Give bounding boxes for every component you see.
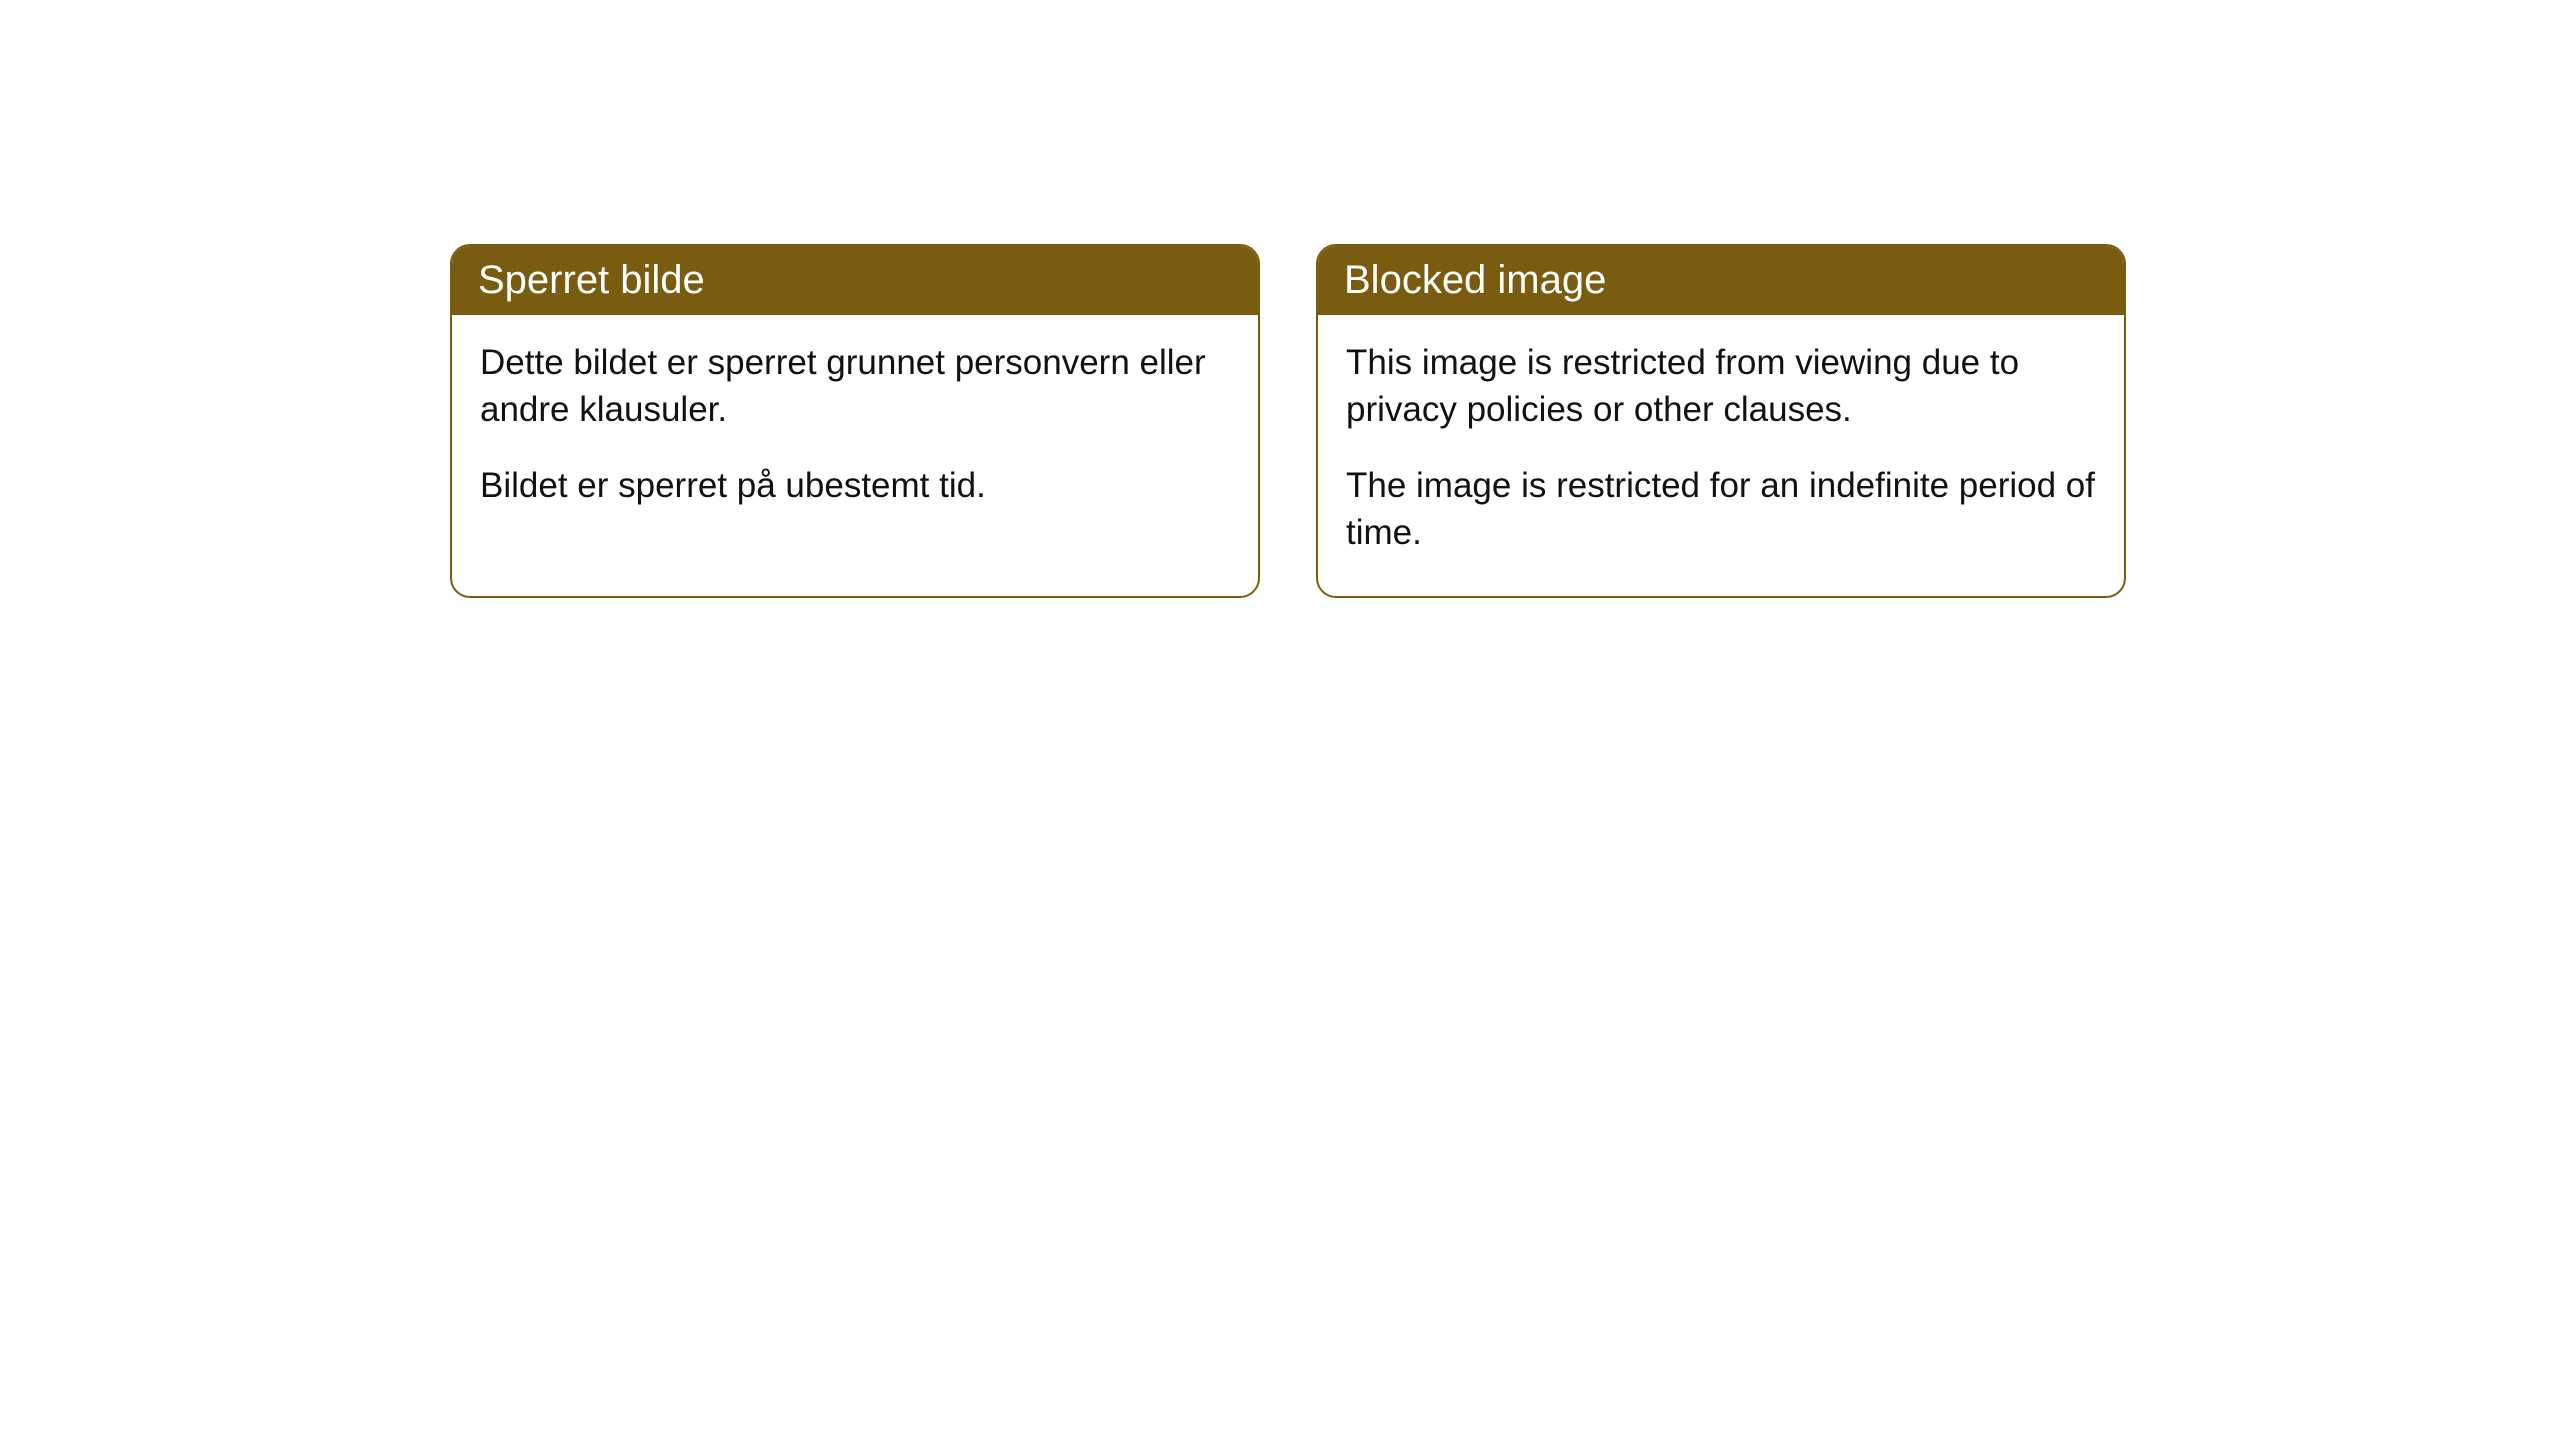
card-header-en: Blocked image bbox=[1318, 246, 2124, 315]
cards-container: Sperret bilde Dette bildet er sperret gr… bbox=[450, 244, 2126, 598]
card-para2-en: The image is restricted for an indefinit… bbox=[1346, 462, 2096, 557]
card-blocked-image-en: Blocked image This image is restricted f… bbox=[1316, 244, 2126, 598]
card-blocked-image-no: Sperret bilde Dette bildet er sperret gr… bbox=[450, 244, 1260, 598]
card-para2-no: Bildet er sperret på ubestemt tid. bbox=[480, 462, 1230, 509]
card-body-en: This image is restricted from viewing du… bbox=[1318, 315, 2124, 596]
card-body-no: Dette bildet er sperret grunnet personve… bbox=[452, 315, 1258, 549]
card-title-en: Blocked image bbox=[1344, 258, 1606, 302]
card-para1-en: This image is restricted from viewing du… bbox=[1346, 339, 2096, 434]
card-title-no: Sperret bilde bbox=[478, 258, 705, 302]
card-para1-no: Dette bildet er sperret grunnet personve… bbox=[480, 339, 1230, 434]
card-header-no: Sperret bilde bbox=[452, 246, 1258, 315]
